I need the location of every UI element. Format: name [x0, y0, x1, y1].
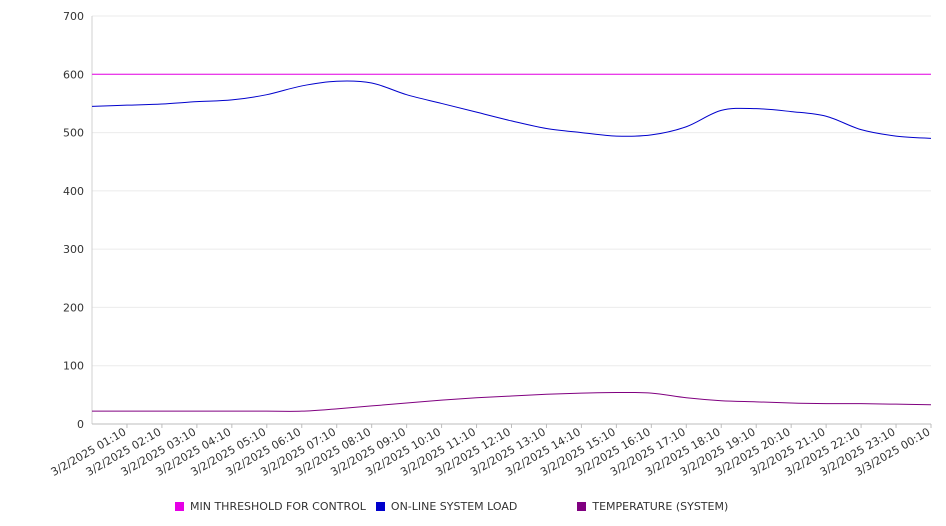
legend-label-system-load: ON-LINE SYSTEM LOAD [390, 499, 518, 513]
y-tick-label: 700 [63, 10, 84, 23]
y-tick-label: 0 [77, 418, 84, 431]
legend-item-system-load: ON-LINE SYSTEM LOAD [375, 499, 518, 513]
legend-label-temperature: TEMPERATURE (SYSTEM) [592, 499, 729, 513]
series-line-temperature [92, 391, 932, 412]
series-line-system-load [91, 80, 932, 139]
legend-item-min-threshold: MIN THRESHOLD FOR CONTROL [175, 500, 366, 513]
legend-swatch-min-threshold [175, 501, 184, 511]
legend: MIN THRESHOLD FOR CONTROL ON-LINE SYSTEM… [175, 498, 728, 514]
legend-swatch-temperature [577, 501, 587, 511]
y-tick-label: 300 [63, 243, 84, 256]
y-tick-label: 400 [63, 185, 84, 198]
y-tick-label: 600 [63, 68, 84, 81]
legend-label-min-threshold: MIN THRESHOLD FOR CONTROL [190, 499, 366, 513]
legend-swatch-system-load [375, 501, 385, 511]
y-tick-label: 200 [63, 301, 84, 314]
y-tick-label: 500 [63, 127, 84, 140]
y-tick-label: 100 [63, 360, 84, 373]
legend-item-temperature: TEMPERATURE (SYSTEM) [577, 500, 728, 513]
